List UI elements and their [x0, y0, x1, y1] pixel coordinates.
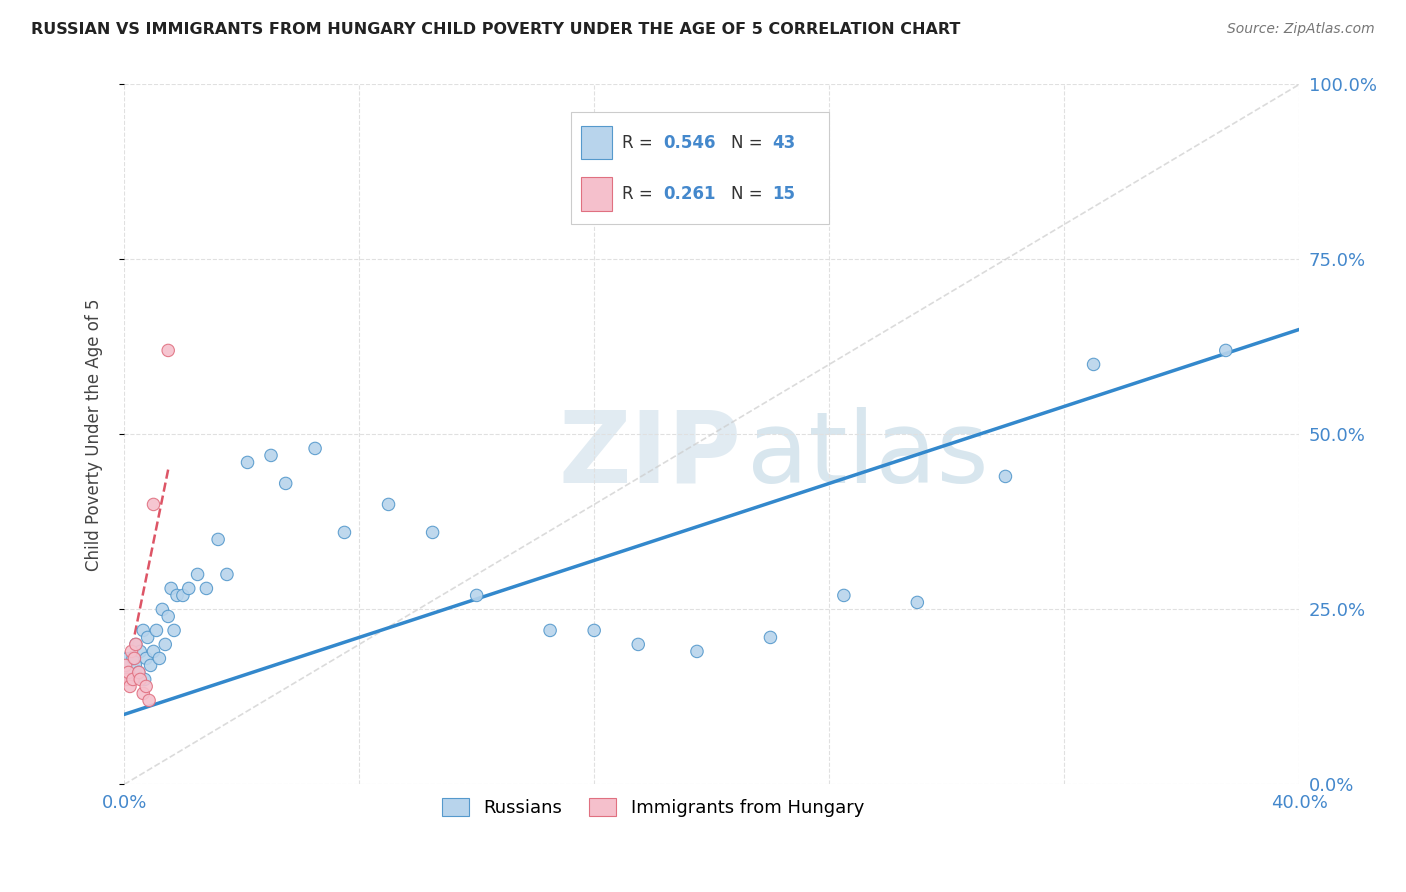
Point: [121, 644, 143, 658]
Point: [236, 455, 259, 469]
Point: [157, 609, 180, 624]
Point: [117, 665, 139, 680]
Point: [150, 602, 173, 616]
Point: [274, 476, 297, 491]
Point: [117, 658, 139, 673]
Point: [136, 631, 159, 645]
Point: [122, 673, 145, 687]
Point: [139, 658, 162, 673]
Point: [304, 442, 326, 456]
Point: [905, 595, 928, 609]
Point: [465, 589, 488, 603]
Point: [166, 589, 188, 603]
Legend: Russians, Immigrants from Hungary: Russians, Immigrants from Hungary: [434, 790, 872, 824]
Point: [148, 651, 170, 665]
Point: [1083, 358, 1105, 372]
Point: [195, 582, 218, 596]
Point: [129, 644, 152, 658]
Point: [157, 343, 180, 358]
Point: [177, 582, 200, 596]
Point: [172, 589, 194, 603]
Point: [135, 680, 157, 694]
Point: [686, 644, 709, 658]
Point: [115, 673, 138, 687]
Point: [422, 525, 444, 540]
Point: [260, 449, 283, 463]
Text: RUSSIAN VS IMMIGRANTS FROM HUNGARY CHILD POVERTY UNDER THE AGE OF 5 CORRELATION : RUSSIAN VS IMMIGRANTS FROM HUNGARY CHILD…: [31, 22, 960, 37]
Point: [538, 624, 561, 638]
Point: [187, 567, 209, 582]
Point: [832, 589, 855, 603]
Point: [122, 651, 145, 665]
Point: [118, 680, 141, 694]
Y-axis label: Child Poverty Under the Age of 5: Child Poverty Under the Age of 5: [86, 298, 103, 571]
Point: [163, 624, 186, 638]
Point: [134, 673, 156, 687]
Text: atlas: atlas: [747, 407, 988, 504]
Point: [129, 673, 152, 687]
Point: [124, 651, 146, 665]
Text: Source: ZipAtlas.com: Source: ZipAtlas.com: [1227, 22, 1375, 37]
Text: ZIP: ZIP: [560, 407, 742, 504]
Point: [132, 686, 155, 700]
Point: [142, 498, 165, 512]
Point: [128, 665, 150, 680]
Point: [142, 644, 165, 658]
Point: [128, 665, 150, 680]
Point: [114, 658, 136, 673]
Point: [994, 469, 1017, 483]
Point: [135, 651, 157, 665]
Point: [145, 624, 167, 638]
Point: [138, 693, 160, 707]
Point: [132, 624, 155, 638]
Point: [160, 582, 183, 596]
Point: [1215, 343, 1237, 358]
Point: [627, 637, 650, 651]
Point: [207, 533, 229, 547]
Point: [125, 637, 148, 651]
Point: [215, 567, 238, 582]
Point: [125, 637, 148, 651]
Point: [155, 637, 177, 651]
Point: [583, 624, 606, 638]
Point: [333, 525, 356, 540]
Point: [759, 631, 782, 645]
Point: [377, 498, 399, 512]
